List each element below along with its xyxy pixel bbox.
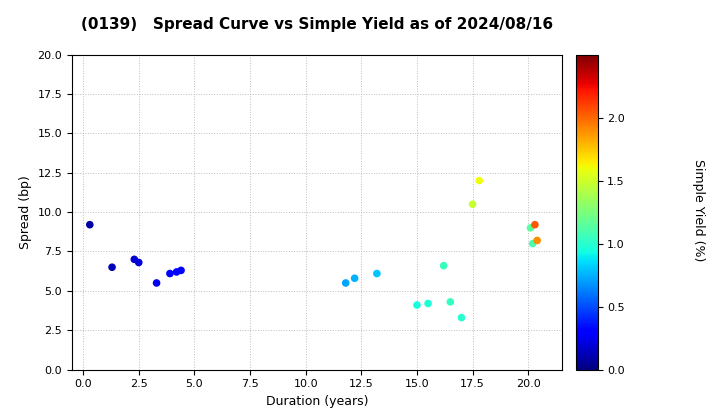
- Point: [438, 262, 449, 269]
- Point: [150, 280, 162, 286]
- Y-axis label: Spread (bp): Spread (bp): [19, 175, 32, 249]
- Point: [525, 224, 536, 231]
- Text: Simple Yield (%): Simple Yield (%): [692, 159, 705, 261]
- Point: [467, 201, 478, 207]
- Point: [133, 259, 145, 266]
- Point: [129, 256, 140, 263]
- Point: [371, 270, 382, 277]
- Point: [340, 280, 351, 286]
- Point: [423, 300, 434, 307]
- Point: [527, 240, 539, 247]
- X-axis label: Duration (years): Duration (years): [266, 395, 368, 408]
- Point: [84, 221, 96, 228]
- Point: [349, 275, 361, 281]
- Point: [474, 177, 485, 184]
- Point: [411, 302, 423, 308]
- Point: [531, 237, 543, 244]
- Point: [529, 221, 541, 228]
- Point: [164, 270, 176, 277]
- Point: [175, 267, 186, 274]
- Point: [444, 299, 456, 305]
- Point: [456, 314, 467, 321]
- Point: [171, 269, 182, 276]
- Point: [107, 264, 118, 270]
- Text: (0139)   Spread Curve vs Simple Yield as of 2024/08/16: (0139) Spread Curve vs Simple Yield as o…: [81, 17, 553, 32]
